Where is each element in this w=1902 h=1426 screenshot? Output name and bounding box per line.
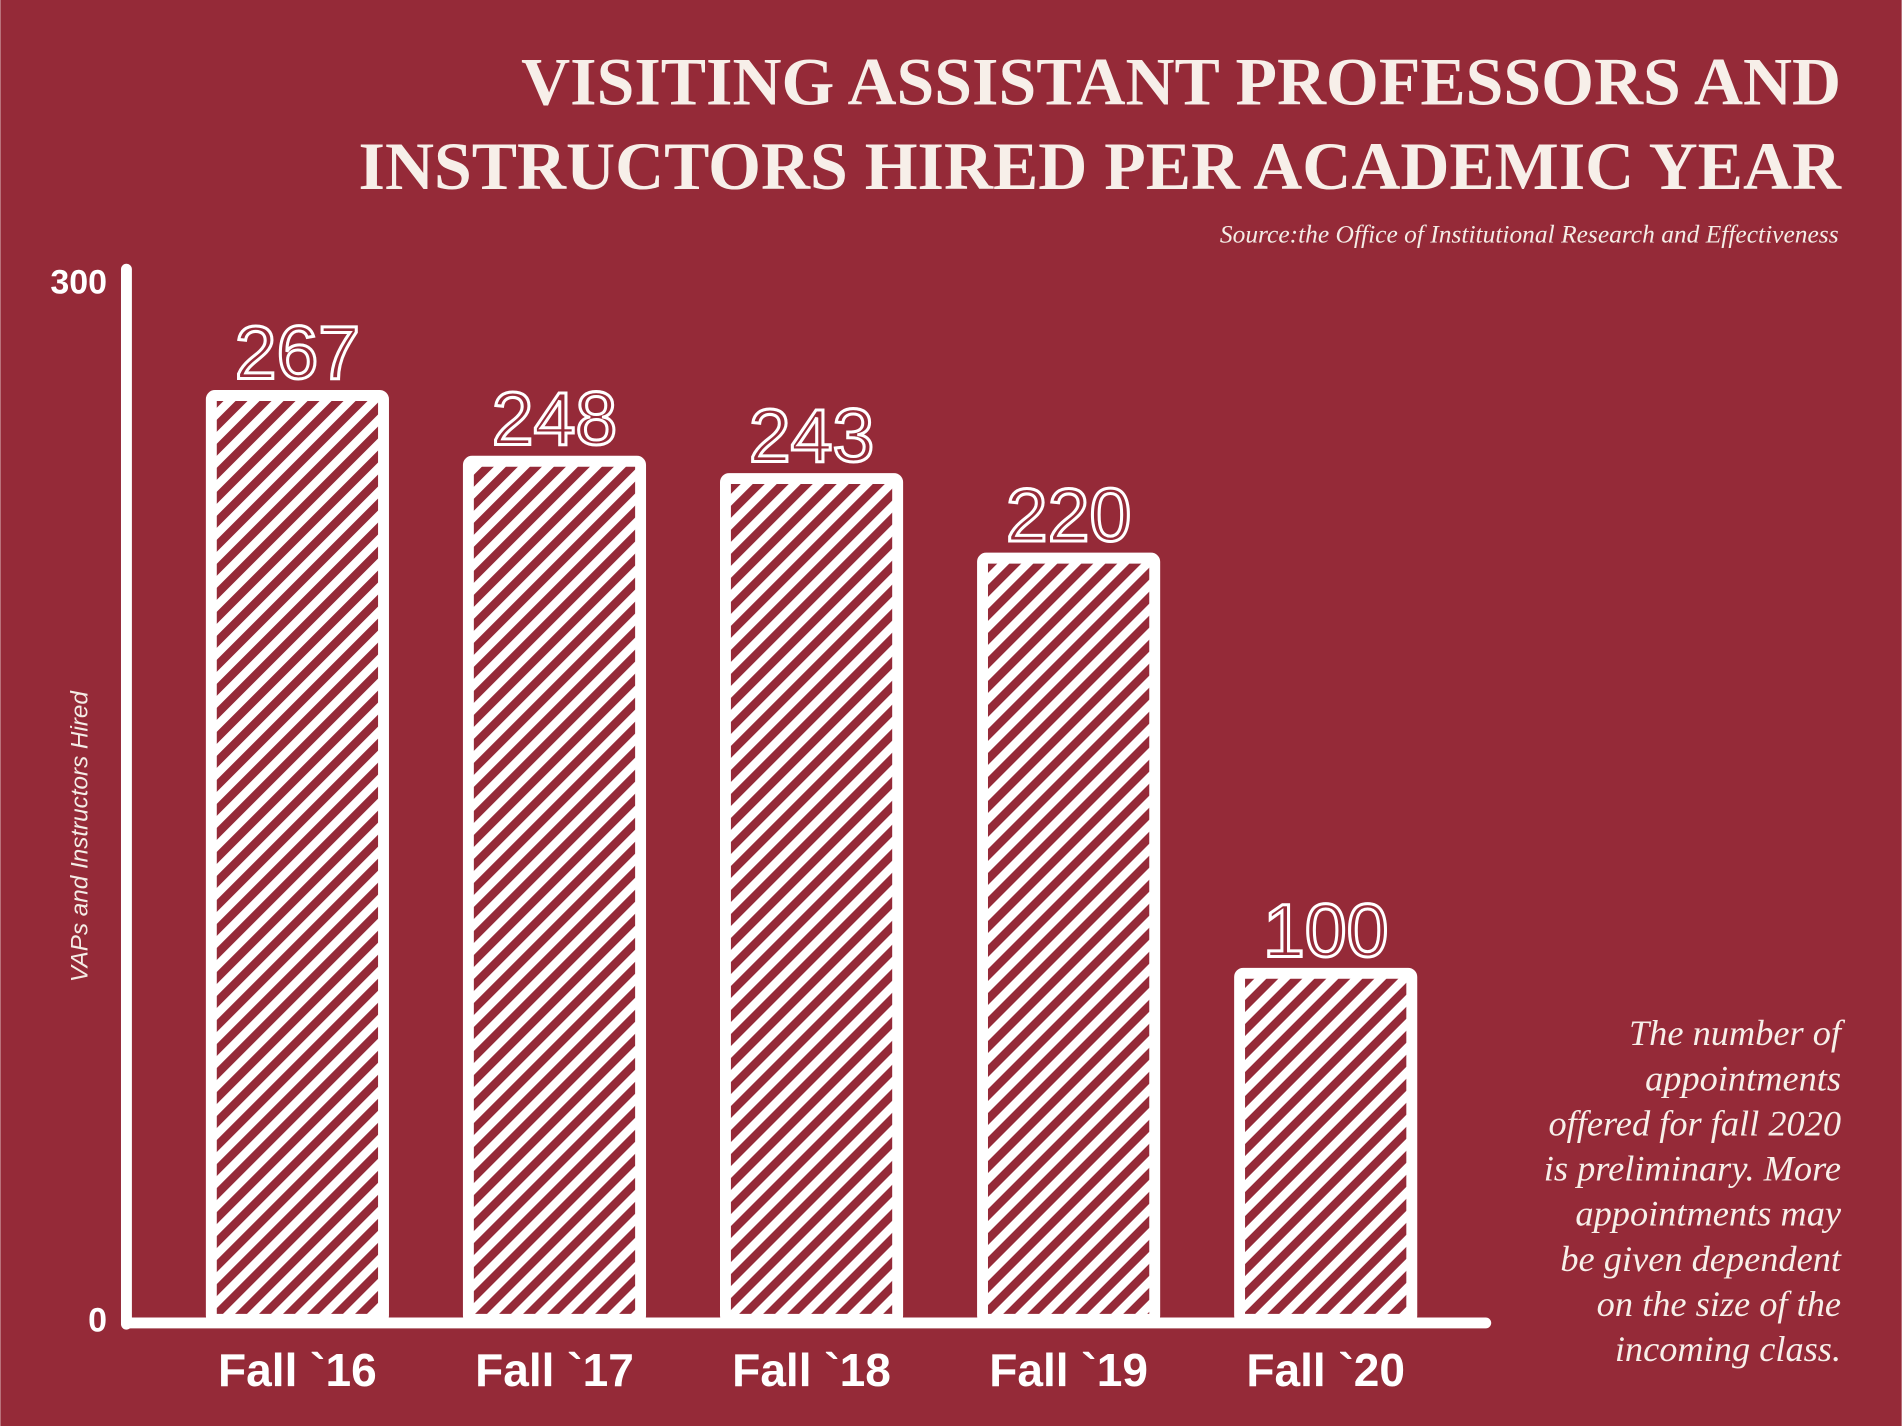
y-tick-label: 0 <box>88 1301 107 1339</box>
chart-title: INSTRUCTORS HIRED PER ACADEMIC YEAR <box>359 128 1842 204</box>
y-axis-label: VAPs and Instructors Hired <box>67 690 94 983</box>
annotation: The number of <box>1629 1013 1846 1053</box>
x-tick-label: Fall `16 <box>218 1344 377 1396</box>
annotation: offered for fall 2020 <box>1548 1103 1841 1143</box>
source: Source:the Office of Institutional Resea… <box>1220 220 1839 249</box>
annotation: be given dependent <box>1560 1239 1842 1279</box>
x-tick-label: Fall `17 <box>475 1344 634 1396</box>
value-label: 220 <box>1006 473 1131 557</box>
bar <box>720 473 904 1325</box>
x-tick-label: Fall `18 <box>732 1344 891 1396</box>
value-label: 100 <box>1263 888 1388 972</box>
bar <box>205 390 389 1325</box>
chart-title: VISITING ASSISTANT PROFESSORS AND <box>521 43 1841 119</box>
value-label: 243 <box>749 394 874 478</box>
x-tick-label: Fall `19 <box>989 1344 1148 1396</box>
bar <box>1234 967 1418 1325</box>
annotation: appointments may <box>1575 1194 1841 1234</box>
annotation: appointments <box>1645 1058 1841 1098</box>
annotation: incoming class. <box>1615 1329 1841 1369</box>
x-tick-label: Fall `20 <box>1246 1344 1405 1396</box>
bar <box>977 552 1161 1325</box>
annotation: on the size of the <box>1597 1284 1841 1324</box>
bar <box>462 455 647 1325</box>
value-label: 267 <box>235 311 360 395</box>
value-label: 248 <box>492 376 617 460</box>
y-tick-label: 300 <box>50 263 107 301</box>
annotation: is preliminary. More <box>1544 1149 1841 1189</box>
